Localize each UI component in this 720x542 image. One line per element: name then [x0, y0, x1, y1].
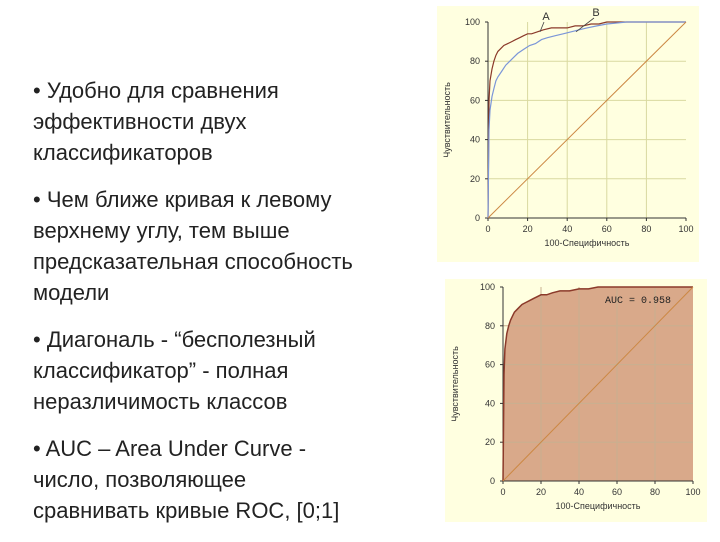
y-tick-label-60: 60	[470, 95, 480, 105]
y-axis-title: Чувствительность	[442, 82, 452, 158]
x-axis-title: 100-Специфичность	[556, 501, 641, 511]
y-tick-label-40: 40	[470, 135, 480, 145]
x-tick-label-40: 40	[562, 224, 572, 234]
x-tick-label-100: 100	[685, 487, 700, 497]
diagonal-reference-line	[502, 286, 694, 482]
x-tick-label-20: 20	[523, 224, 533, 234]
bullet-diagonal: • Диагональ - “бесполезный классификатор…	[33, 327, 316, 414]
curve-label-a: A	[542, 11, 550, 23]
x-tick-label-80: 80	[641, 224, 651, 234]
bullet-upper-left: • Чем ближе кривая к левому верхнему угл…	[33, 187, 353, 305]
x-tick-label-80: 80	[650, 487, 660, 497]
y-tick-label-80: 80	[470, 56, 480, 66]
x-tick-label-60: 60	[602, 224, 612, 234]
roc-curve-b	[487, 21, 686, 219]
x-tick-label-60: 60	[612, 487, 622, 497]
y-tick-label-0: 0	[490, 476, 495, 486]
x-tick-label-0: 0	[485, 224, 490, 234]
x-tick-label-100: 100	[678, 224, 693, 234]
y-axis-title: Чувствительность	[450, 346, 460, 422]
y-tick-label-40: 40	[485, 398, 495, 408]
y-tick-label-20: 20	[485, 437, 495, 447]
y-tick-label-100: 100	[465, 17, 480, 27]
x-tick-label-0: 0	[500, 487, 505, 497]
roc-chart-two-classifiers: 0 20 40 60 80 100 0 20 40 60 80 100 100-Специфичност…	[437, 6, 699, 262]
y-tick-label-100: 100	[480, 282, 495, 292]
curve-label-b: B	[592, 7, 599, 19]
roc-curve-2	[502, 286, 693, 482]
y-tick-label-80: 80	[485, 321, 495, 331]
x-tick-label-20: 20	[536, 487, 546, 497]
y-tick-label-60: 60	[485, 360, 495, 370]
x-axis-title: 100-Специфичность	[545, 238, 630, 248]
bullet-comparison: • Удобно для сравнения эффективности дву…	[33, 78, 279, 165]
roc-chart-2-svg: 0 20 40 60 80 100 0 20 40 60 80 100 100-Специфичност…	[450, 282, 701, 511]
bullet-auc: • AUC – Area Under Curve - число, позвол…	[33, 436, 340, 523]
roc-chart-auc: 0 20 40 60 80 100 0 20 40 60 80 100 100-Специфичност…	[445, 279, 707, 522]
y-tick-label-20: 20	[470, 174, 480, 184]
curve-leader-b	[575, 17, 595, 33]
curve-leader-a	[539, 21, 545, 32]
auc-annotation: AUC = 0.958	[605, 296, 671, 307]
x-tick-label-40: 40	[574, 487, 584, 497]
diagonal-reference-line	[487, 21, 687, 219]
bullet-list: • Удобно для сравнения эффективности дву…	[33, 75, 428, 542]
y-tick-label-0: 0	[475, 213, 480, 223]
roc-chart-1-svg: 0 20 40 60 80 100 0 20 40 60 80 100 100-Специфичност…	[442, 7, 694, 248]
roc-curve-a	[487, 21, 686, 219]
